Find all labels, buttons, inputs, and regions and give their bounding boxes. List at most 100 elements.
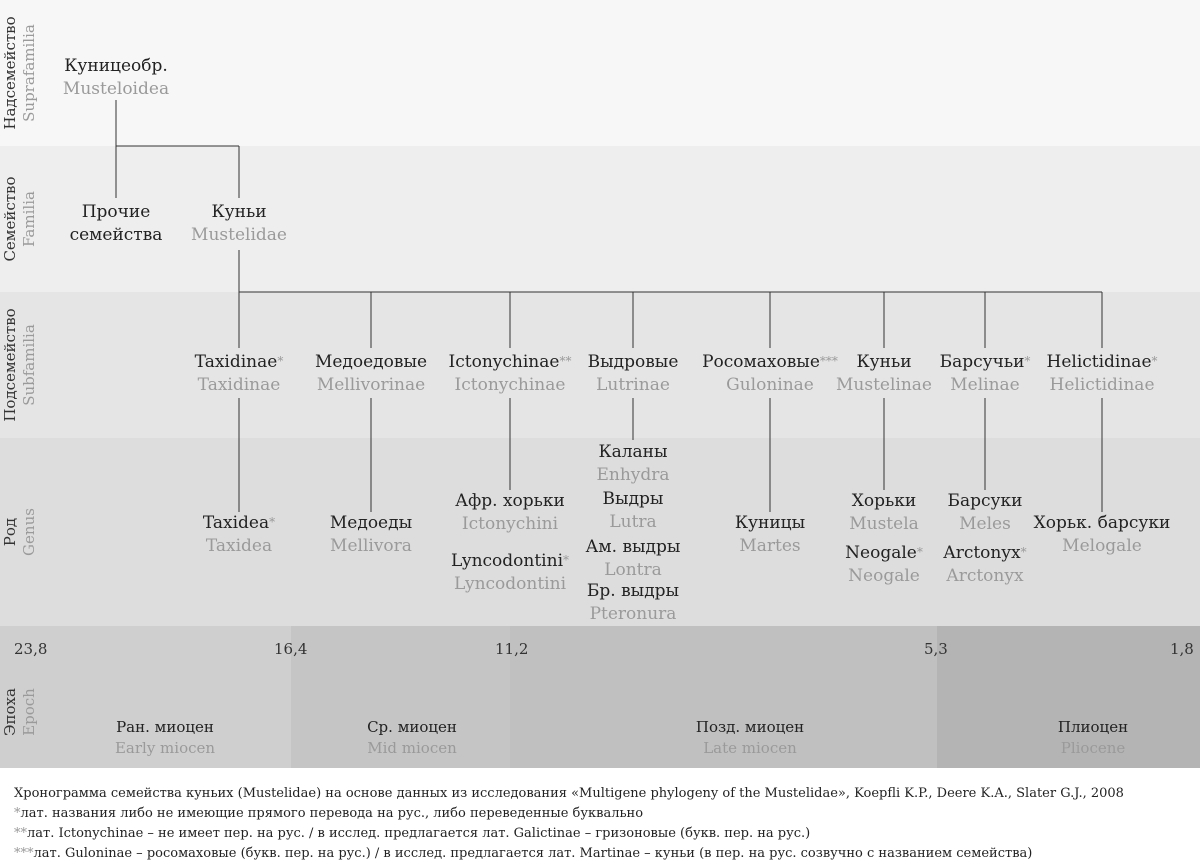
node-lutra: Выдры Lutra bbox=[603, 488, 664, 534]
node-ictonychini: Афр. хорьки Ictonychini bbox=[455, 490, 565, 536]
rank-label-family: Семейство Familia bbox=[1, 139, 45, 299]
rank-la: Genus bbox=[20, 508, 38, 556]
node-ru: Arctonyx bbox=[943, 543, 1021, 563]
node-taxidea: Taxidea* Taxidea bbox=[203, 512, 275, 558]
node-la: Melogale bbox=[1062, 536, 1142, 556]
node-melogale: Хорьк. барсуки Melogale bbox=[1034, 512, 1171, 558]
epoch-la: Early miocen bbox=[114, 739, 216, 757]
node-mustelinae: Куньи Mustelinae bbox=[836, 351, 932, 397]
node-la: Martes bbox=[739, 536, 801, 556]
node-la: Guloninae bbox=[726, 375, 814, 395]
node-mustelidae: Куньи Mustelidae bbox=[191, 201, 287, 247]
time-tick: 1,8 bbox=[1170, 640, 1194, 658]
footnote-mark: * bbox=[916, 545, 923, 559]
node-ru: Taxidinae bbox=[194, 352, 278, 372]
footnote-mark: * bbox=[1151, 354, 1158, 368]
footnote-mark: * bbox=[277, 354, 284, 368]
epoch-label-early: Ран. миоцен Early miocen bbox=[115, 717, 215, 759]
rank-la: Familia bbox=[20, 191, 38, 247]
node-meles: Барсуки Meles bbox=[948, 490, 1023, 536]
rank-la: Subfamilia bbox=[20, 324, 38, 406]
node-ru: Росомаховые bbox=[702, 352, 820, 372]
node-la: Taxidea bbox=[205, 536, 273, 556]
node-la: Neogale bbox=[848, 566, 920, 586]
node-mustela: Хорьки Mustela bbox=[849, 490, 919, 536]
node-ru: семейства bbox=[69, 225, 163, 245]
node-la: Lyncodontini bbox=[453, 574, 567, 594]
node-ru: Медоеды bbox=[329, 513, 413, 533]
node-ru: Выдры bbox=[602, 489, 664, 509]
rank-ru: Семейство bbox=[1, 176, 19, 262]
node-la: Mellivora bbox=[330, 536, 412, 556]
epoch-la: Pliocene bbox=[1060, 739, 1126, 757]
footnote-mark: * bbox=[563, 553, 570, 567]
rank-ru: Надсемейство bbox=[1, 16, 19, 130]
epoch-band-mid bbox=[291, 626, 510, 768]
node-mellivora: Медоеды Mellivora bbox=[330, 512, 412, 558]
epoch-ru: Позд. миоцен bbox=[695, 718, 805, 736]
footnote-mark: ** bbox=[559, 354, 572, 368]
node-musteloidea: Куницеобр. Musteloidea bbox=[63, 55, 169, 101]
node-la: Helictidinae bbox=[1049, 375, 1155, 395]
phylogeny-tree-lines bbox=[115, 100, 1103, 512]
time-tick: 5,3 bbox=[924, 640, 948, 658]
node-ru: Ictonychinae bbox=[448, 352, 560, 372]
node-la: Lutra bbox=[609, 512, 657, 532]
node-ru: Neogale bbox=[845, 543, 917, 563]
footnote-text: лат. Guloninae – росомаховые (букв. пер.… bbox=[33, 846, 1033, 861]
footnote-text: лат. Ictonychinae – не имеет пер. на рус… bbox=[27, 826, 811, 841]
node-la: Arctonyx bbox=[946, 566, 1024, 586]
node-ru: Каланы bbox=[598, 442, 668, 462]
footnote-mark: * bbox=[1024, 354, 1031, 368]
caption: Хронограмма семейства куньих (Mustelidae… bbox=[14, 784, 1124, 864]
node-ru: Афр. хорьки bbox=[455, 491, 565, 511]
node-ru: Taxidea bbox=[202, 513, 270, 533]
epoch-band-pliocene bbox=[937, 626, 1200, 768]
node-taxidinae: Taxidinae* Taxidinae bbox=[195, 351, 284, 397]
epoch-ru: Ср. миоцен bbox=[367, 718, 457, 736]
node-la: Lontra bbox=[604, 560, 662, 580]
node-other-families: Прочие семейства bbox=[70, 201, 163, 247]
epoch-label-mid: Ср. миоцен Mid miocen bbox=[367, 717, 457, 759]
node-ru: Барсуки bbox=[947, 491, 1023, 511]
node-ru: Куницеобр. bbox=[64, 56, 168, 76]
epoch-label-late: Позд. миоцен Late miocen bbox=[696, 717, 804, 759]
epoch-la: Late miocen bbox=[703, 739, 797, 757]
epoch-ru: Плиоцен bbox=[1057, 718, 1129, 736]
epoch-label-pliocene: Плиоцен Pliocene bbox=[1058, 717, 1128, 759]
node-ru: Куницы bbox=[734, 513, 806, 533]
node-martes: Куницы Martes bbox=[735, 512, 805, 558]
footnote-2: **лат. Ictonychinae – не имеет пер. на р… bbox=[14, 824, 1124, 844]
rank-label-subfamily: Подсемейство Subfamilia bbox=[1, 285, 45, 445]
subfamily-band bbox=[0, 292, 1200, 438]
node-ru: Куньи bbox=[211, 202, 267, 222]
node-arctonyx: Arctonyx* Arctonyx bbox=[943, 542, 1026, 588]
time-tick: 16,4 bbox=[274, 640, 308, 658]
node-guloninae: Росомаховые*** Guloninae bbox=[702, 351, 838, 397]
node-lyncodontini: Lyncodontini* Lyncodontini bbox=[451, 550, 569, 596]
node-lutrinae: Выдровые Lutrinae bbox=[588, 351, 679, 397]
node-la: Lutrinae bbox=[596, 375, 670, 395]
epoch-band-late bbox=[510, 626, 937, 768]
footnote-mark: ** bbox=[14, 826, 27, 841]
node-melinae: Барсучьи* Melinae bbox=[940, 351, 1031, 397]
node-la: Melinae bbox=[950, 375, 1020, 395]
rank-label-suprafamily: Надсемейство Suprafamilia bbox=[1, 0, 45, 153]
node-enhydra: Каланы Enhydra bbox=[596, 441, 669, 487]
node-ru: Прочие bbox=[81, 202, 151, 222]
node-neogale: Neogale* Neogale bbox=[845, 542, 923, 588]
node-ru: Хорьки bbox=[851, 491, 917, 511]
rank-ru: Род bbox=[1, 517, 19, 547]
node-ru: Медоедовые bbox=[314, 352, 428, 372]
epoch-band-early bbox=[0, 626, 291, 768]
node-la: Mustelinae bbox=[836, 375, 932, 395]
caption-title: Хронограмма семейства куньих (Mustelidae… bbox=[14, 786, 1124, 801]
family-band bbox=[0, 146, 1200, 292]
node-la: Ictonychinae bbox=[454, 375, 566, 395]
rank-la: Suprafamilia bbox=[20, 24, 38, 122]
node-ru: Helictidinae bbox=[1046, 352, 1152, 372]
epoch-la: Mid miocen bbox=[367, 739, 457, 757]
node-la: Mustelidae bbox=[191, 225, 287, 245]
node-ru: Lyncodontini bbox=[450, 551, 564, 571]
footnote-mark: * bbox=[269, 515, 276, 529]
